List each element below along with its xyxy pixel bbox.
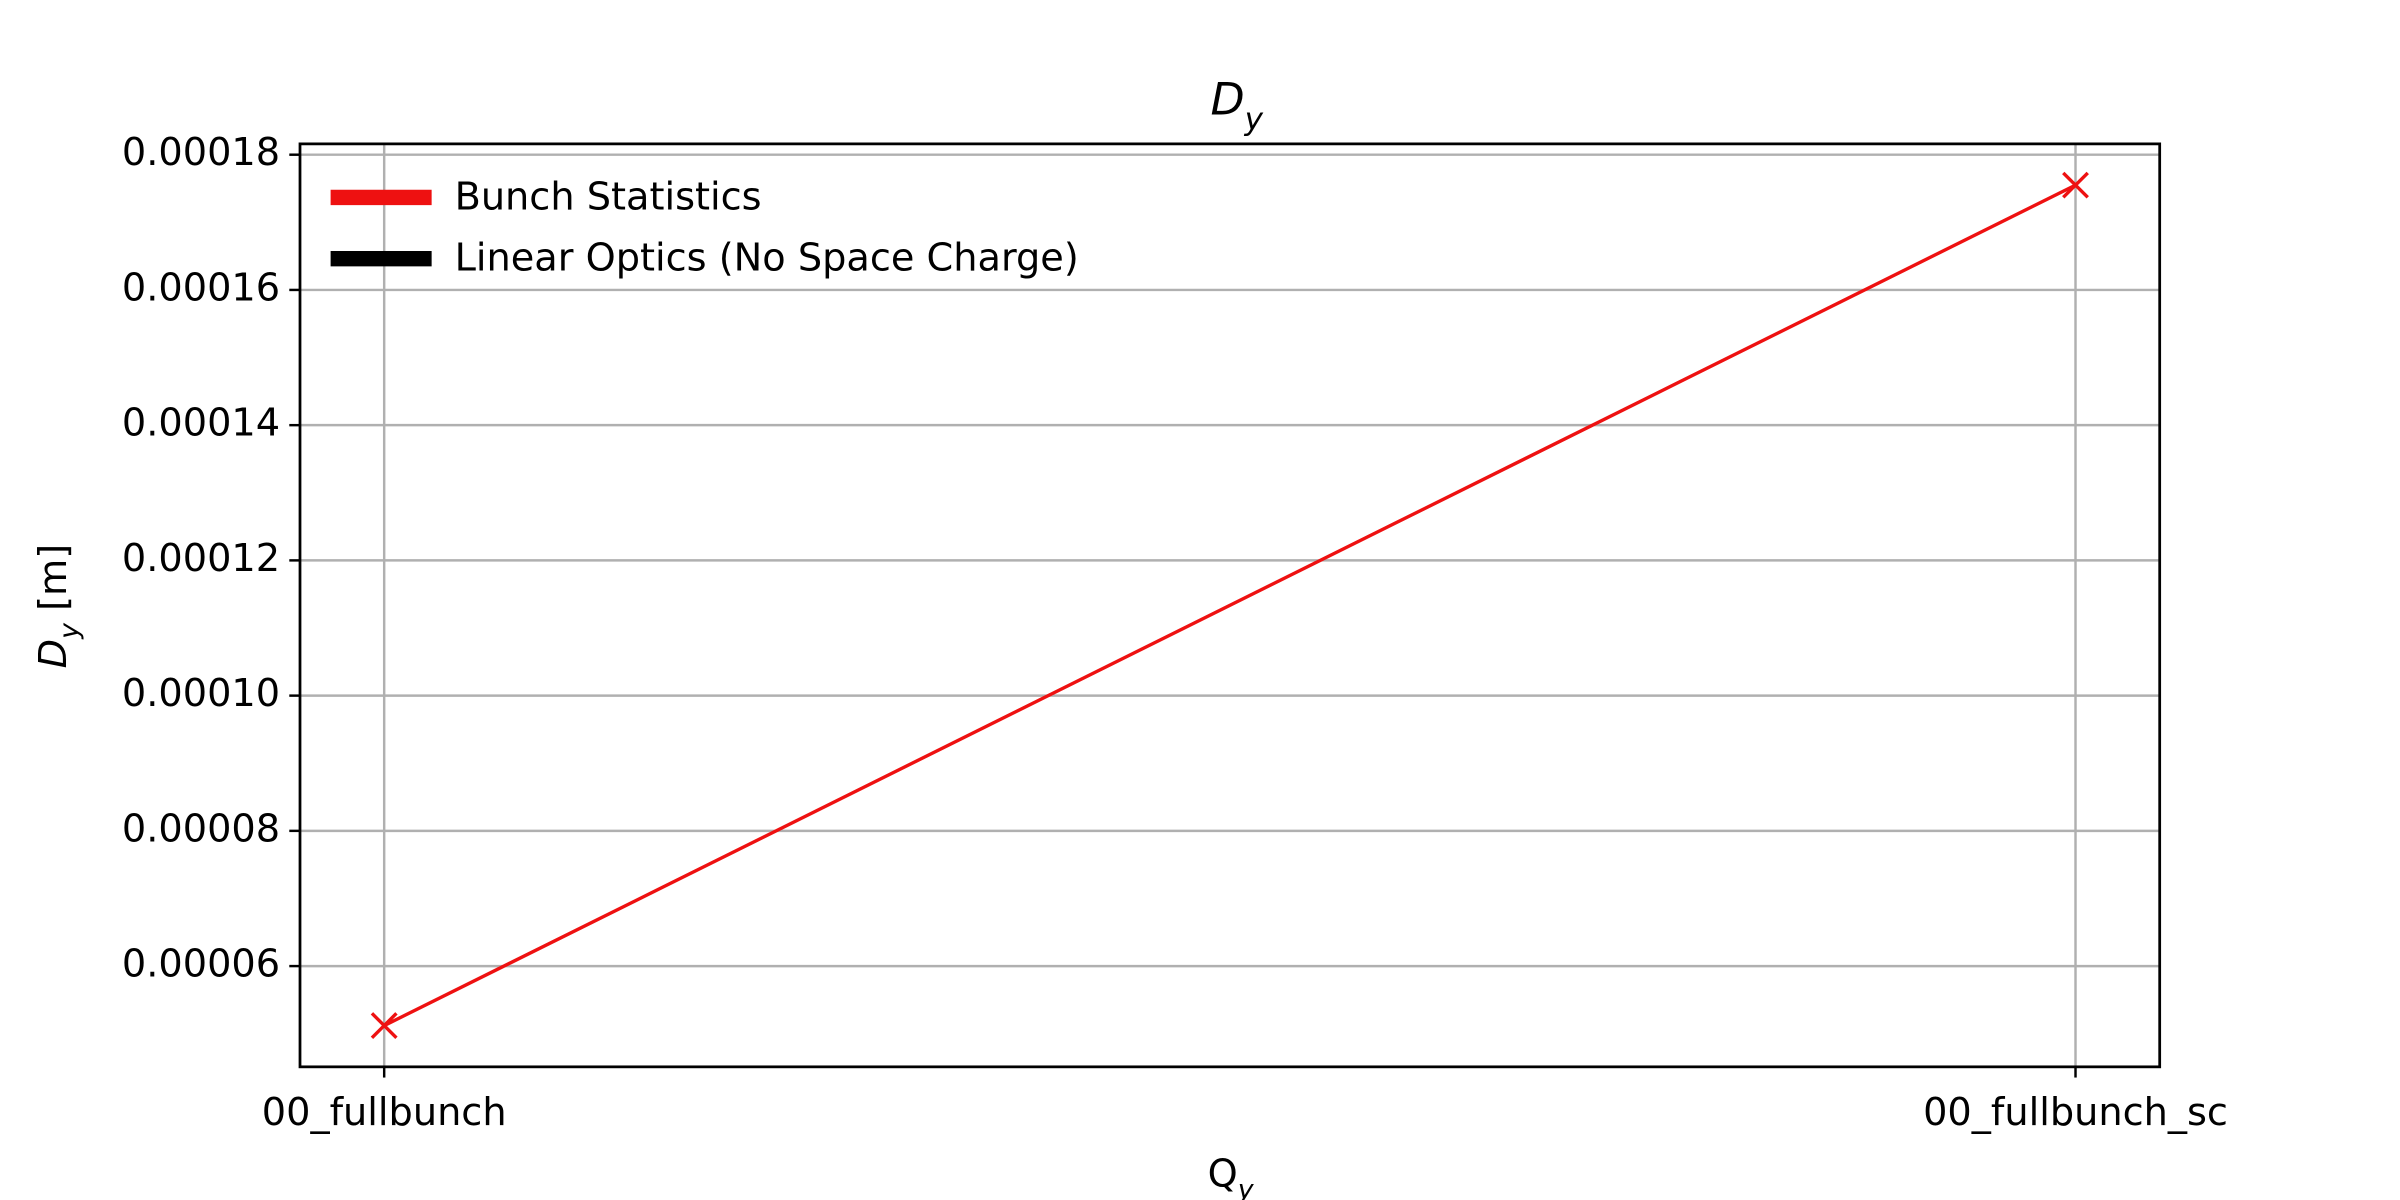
- y-tick-label: 0.00006: [122, 942, 280, 987]
- y-tick-label: 0.00016: [122, 265, 280, 310]
- x-axis-label: Qy: [1208, 1151, 1255, 1200]
- y-tick-label: 0.00012: [122, 536, 280, 581]
- chart-title: Dy: [1210, 75, 1263, 138]
- x-tick-label: 00_fullbunch_sc: [1923, 1090, 2228, 1135]
- y-tick-label: 0.00010: [122, 671, 280, 716]
- y-tick-label: 0.00014: [122, 401, 280, 446]
- y-tick-label: 0.00018: [122, 130, 280, 175]
- marker: [2062, 171, 2089, 199]
- plot-frame: [298, 142, 2162, 1069]
- legend-label: Bunch Statistics: [455, 174, 762, 219]
- y-axis-label: Dy [m]: [31, 544, 86, 669]
- series-line: [383, 183, 2077, 1028]
- x-tick-label: 00_fullbunch: [262, 1090, 507, 1135]
- y-tick-label: 0.00008: [122, 806, 280, 851]
- legend-label: Linear Optics (No Space Charge): [455, 236, 1079, 281]
- marker: [370, 1012, 398, 1040]
